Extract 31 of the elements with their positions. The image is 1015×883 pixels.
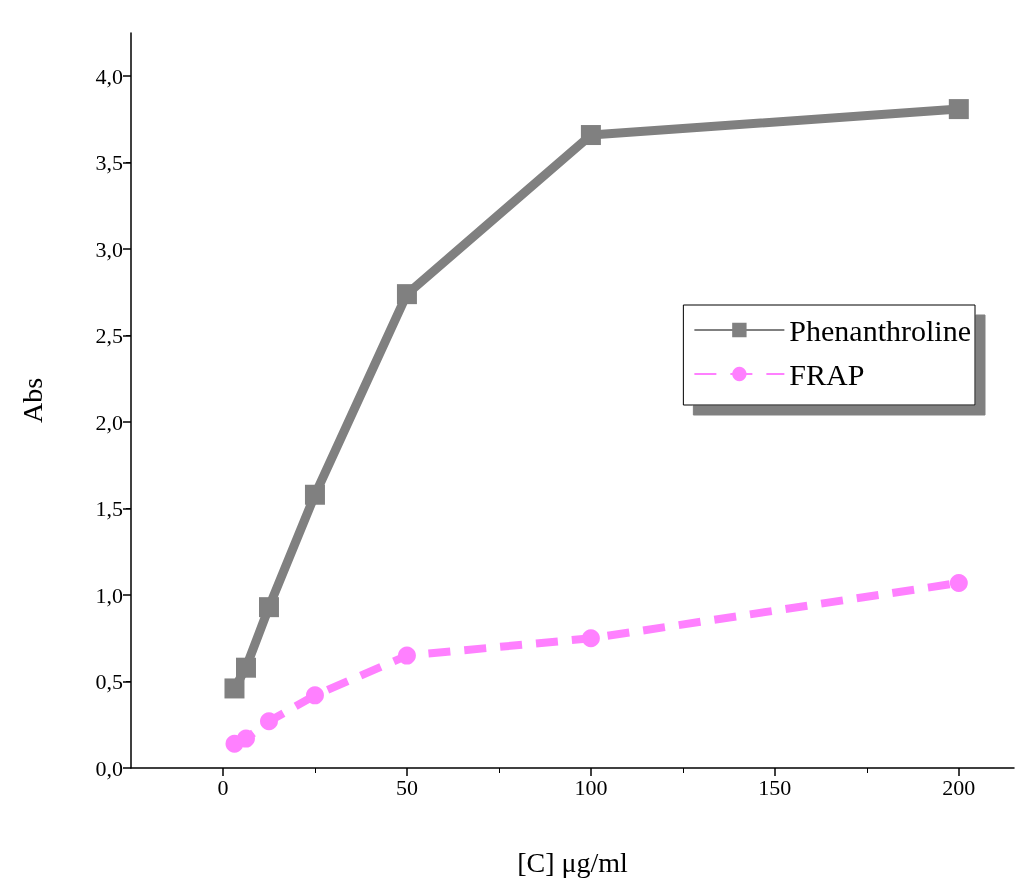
x-tick-label: 200 (942, 774, 976, 800)
y-tick-label: 2,0 (95, 409, 123, 435)
point (580, 125, 601, 146)
x-axis-title: [C] μg/ml (517, 846, 629, 878)
point (397, 646, 416, 665)
x-tick-label: 0 (217, 774, 229, 800)
x-tick-label: 150 (758, 774, 792, 800)
legend-label: Phenanthroline (789, 313, 972, 347)
point (581, 629, 600, 648)
x-tick-label: 50 (395, 774, 418, 800)
point (236, 729, 255, 748)
point (224, 678, 245, 699)
point (235, 657, 256, 678)
point (948, 99, 969, 120)
y-tick-label: 2,5 (95, 323, 123, 349)
point (396, 284, 417, 305)
point (305, 686, 324, 705)
y-axis-title: Abs (16, 377, 48, 424)
y-tick-label: 3,5 (95, 150, 123, 176)
y-tick-label: 0,5 (95, 669, 123, 695)
point (259, 712, 278, 731)
point (258, 597, 279, 618)
y-tick-label: 1,5 (95, 496, 123, 522)
y-tick-label: 0,0 (95, 755, 123, 781)
x-tick-label: 100 (574, 774, 608, 800)
point (304, 484, 325, 505)
y-tick-label: 4,0 (95, 63, 123, 89)
y-tick-label: 1,0 (95, 582, 123, 608)
point (949, 573, 968, 592)
y-tick-label: 3,0 (95, 236, 123, 262)
legend-label: FRAP (789, 357, 865, 391)
